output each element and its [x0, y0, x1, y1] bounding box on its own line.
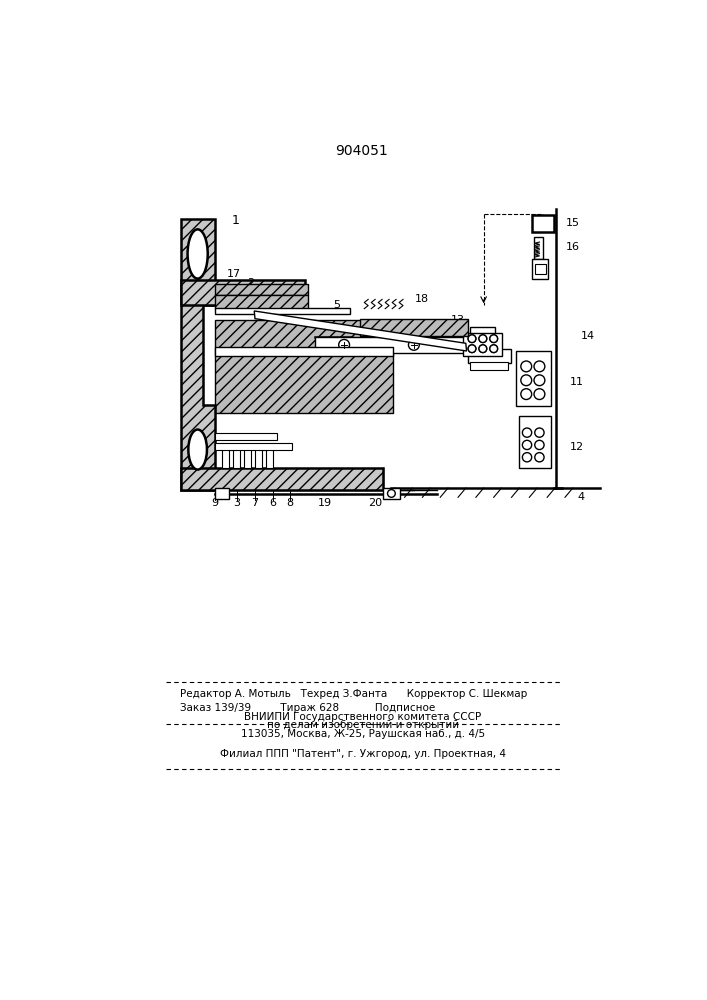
Circle shape: [490, 335, 498, 343]
Text: по делам изобретений и открытий: по делам изобретений и открытий: [267, 720, 459, 730]
Circle shape: [490, 345, 498, 353]
Polygon shape: [182, 468, 383, 490]
Bar: [470, 362, 508, 370]
Bar: [468, 349, 510, 363]
Circle shape: [534, 375, 545, 386]
Text: 11: 11: [570, 377, 583, 387]
Text: 19: 19: [317, 498, 332, 508]
Text: Филиал ППП "Патент", г. Ужгород, ул. Проектная, 4: Филиал ППП "Патент", г. Ужгород, ул. Про…: [220, 749, 506, 759]
Circle shape: [468, 345, 476, 353]
Circle shape: [490, 345, 498, 353]
Bar: [315, 337, 466, 353]
Circle shape: [521, 375, 532, 386]
Circle shape: [490, 335, 498, 343]
Circle shape: [521, 361, 532, 372]
Text: 17: 17: [227, 269, 241, 279]
Text: Редактор А. Мотыль   Техред З.Фанта      Корректор С. Шекмар: Редактор А. Мотыль Техред З.Фанта Коррек…: [180, 689, 527, 699]
Bar: [215, 433, 276, 440]
Bar: [233, 446, 240, 468]
Text: 7: 7: [252, 498, 259, 508]
Circle shape: [468, 335, 476, 343]
Circle shape: [409, 339, 419, 350]
Circle shape: [522, 453, 532, 462]
Bar: [215, 488, 228, 499]
Bar: [464, 333, 502, 356]
Bar: [534, 237, 543, 259]
Text: 6: 6: [269, 498, 276, 508]
Circle shape: [521, 389, 532, 400]
Text: 10: 10: [364, 326, 378, 336]
Text: 12: 12: [570, 442, 584, 452]
Text: 9: 9: [211, 498, 218, 508]
Text: 15: 15: [566, 218, 580, 228]
Text: Заказ 139/39         Тираж 628           Подписное: Заказ 139/39 Тираж 628 Подписное: [180, 703, 435, 713]
Bar: [266, 446, 273, 468]
Circle shape: [479, 335, 486, 343]
Text: 2: 2: [247, 278, 255, 288]
Text: 3: 3: [234, 498, 240, 508]
Bar: [215, 443, 292, 450]
Bar: [383, 488, 400, 499]
Bar: [223, 446, 230, 468]
Text: 1: 1: [232, 214, 240, 227]
Bar: [534, 264, 546, 274]
Circle shape: [479, 345, 486, 353]
Circle shape: [534, 453, 544, 462]
Ellipse shape: [187, 229, 208, 279]
Polygon shape: [182, 280, 305, 305]
Circle shape: [522, 428, 532, 437]
Text: 113035, Москва, Ж-25, Раушская наб., д. 4/5: 113035, Москва, Ж-25, Раушская наб., д. …: [240, 729, 485, 739]
Text: 16: 16: [566, 242, 580, 252]
Circle shape: [522, 440, 532, 450]
Circle shape: [534, 389, 545, 400]
Bar: [470, 327, 495, 349]
Text: 13: 13: [451, 315, 465, 325]
Circle shape: [479, 335, 486, 343]
Bar: [532, 259, 548, 279]
Bar: [360, 319, 468, 336]
Ellipse shape: [188, 430, 207, 470]
Bar: [518, 416, 551, 468]
Polygon shape: [255, 311, 467, 351]
Bar: [215, 347, 393, 356]
Circle shape: [339, 339, 349, 350]
Bar: [215, 308, 351, 314]
Circle shape: [468, 335, 476, 343]
Circle shape: [534, 428, 544, 437]
Bar: [215, 320, 393, 413]
Text: 18: 18: [414, 294, 428, 304]
Bar: [532, 215, 554, 232]
Text: 904051: 904051: [336, 144, 388, 158]
Circle shape: [534, 361, 545, 372]
Bar: [215, 284, 308, 295]
Text: 5: 5: [333, 300, 340, 310]
Circle shape: [468, 345, 476, 353]
Text: ВНИИПИ Государственного комитета СССР: ВНИИПИ Государственного комитета СССР: [244, 712, 481, 722]
Bar: [215, 295, 308, 309]
Bar: [255, 446, 262, 468]
Circle shape: [387, 490, 395, 497]
Text: 20: 20: [368, 498, 382, 508]
Polygon shape: [182, 219, 215, 490]
Text: 4: 4: [577, 492, 584, 502]
Circle shape: [534, 440, 544, 450]
Circle shape: [479, 345, 486, 353]
Text: 8: 8: [286, 498, 293, 508]
Bar: [516, 351, 551, 406]
Text: 14: 14: [581, 331, 595, 341]
Bar: [244, 446, 251, 468]
